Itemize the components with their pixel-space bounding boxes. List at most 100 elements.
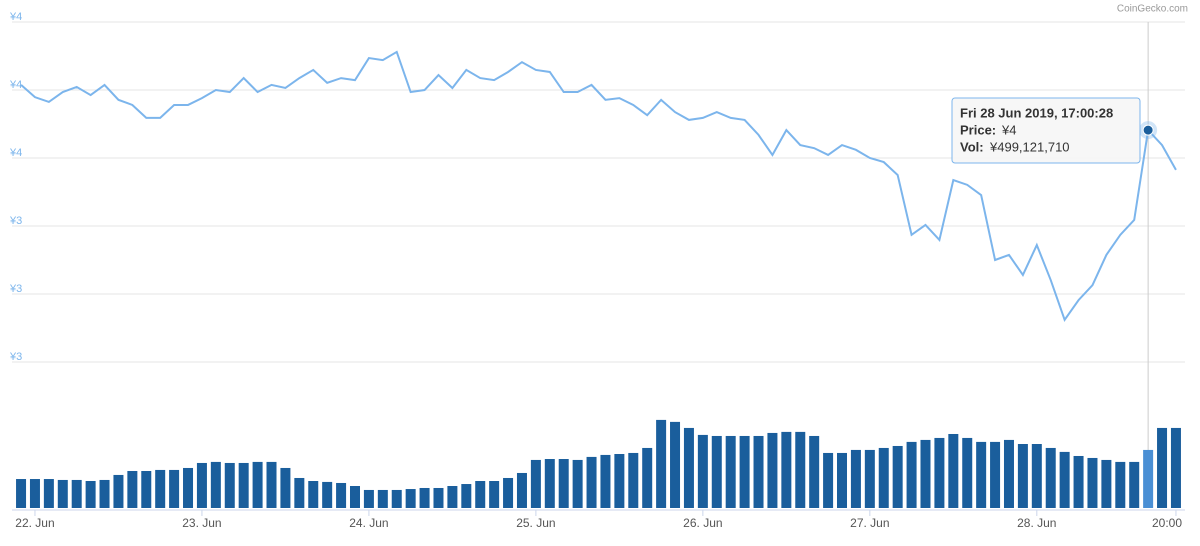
volume-bar (614, 454, 625, 508)
volume-bar (127, 470, 138, 508)
volume-bar (1017, 444, 1028, 508)
x-tick-label: 24. Jun (349, 516, 388, 530)
volume-bar (725, 435, 736, 508)
price-line (20, 50, 1177, 323)
tooltip: Fri 28 Jun 2019, 17:00:28 Price: ¥4 Vol: ¥49… (951, 97, 1141, 164)
volume-bar (461, 484, 472, 508)
volume-bar (642, 447, 653, 508)
volume-bar (600, 454, 611, 508)
volume-bar (155, 469, 166, 508)
volume-bar (336, 482, 347, 508)
tooltip-vol-label: Vol: (960, 139, 984, 154)
volume-bar (16, 479, 27, 508)
volume-bar (586, 456, 597, 508)
tooltip-date: Fri 28 Jun 2019, 17:00:28 (960, 105, 1113, 120)
volume-bar (781, 431, 792, 508)
volume-bar (990, 441, 1001, 508)
volume-bar (823, 452, 834, 508)
volume-bar (1101, 459, 1112, 508)
volume-bar (363, 489, 374, 508)
y-tick-label: ¥4 (9, 79, 22, 91)
volume-bar (697, 434, 708, 508)
volume-bar (1157, 427, 1168, 508)
volume-bar (948, 433, 959, 508)
volume-bar (920, 439, 931, 508)
volume-bar (113, 474, 124, 508)
volume-bar (628, 452, 639, 508)
x-tick-label: 23. Jun (182, 516, 221, 530)
volume-bar (308, 481, 319, 508)
volume-bar (43, 479, 54, 508)
volume-bar (349, 486, 360, 508)
volume-bar (1045, 447, 1056, 508)
volume-bar (906, 441, 917, 508)
volume-bar (739, 435, 750, 508)
volume-bar (656, 419, 667, 508)
volume-bar (530, 459, 541, 508)
y-tick-label: ¥4 (9, 147, 22, 159)
credit: CoinGecko.com (1117, 4, 1188, 15)
volume-bar (503, 477, 514, 508)
volume-bar (266, 461, 277, 508)
volume-bar (433, 487, 444, 508)
volume-bar (99, 479, 110, 508)
volume-bar (753, 435, 764, 508)
volume-bar (767, 432, 778, 508)
volume-bar (837, 452, 848, 508)
volume-bar (962, 437, 973, 508)
volume-bar (572, 459, 583, 508)
y-tick-label: ¥4 (9, 11, 22, 23)
volume-bar (238, 462, 249, 508)
volume-bar (183, 467, 194, 508)
volume-bar (670, 421, 681, 508)
volume-bar (1129, 461, 1140, 508)
x-tick-label: 25. Jun (516, 516, 555, 530)
volume-bar (1073, 455, 1084, 508)
volume-bar (795, 431, 806, 508)
volume-bar (447, 486, 458, 508)
volume-bar (29, 479, 40, 508)
volume-bar (892, 445, 903, 508)
tooltip-box (951, 97, 1141, 164)
volume-bar (419, 487, 430, 508)
volume-bar (1170, 427, 1181, 508)
volume-bar (294, 477, 305, 508)
volume-bar (864, 449, 875, 508)
volume-bar (280, 467, 291, 508)
volume-bar (934, 437, 945, 508)
tooltip-price-label: Price: (960, 122, 996, 137)
volume-bar (377, 489, 388, 508)
x-tick-label: 28. Jun (1017, 516, 1056, 530)
volume-bar (809, 435, 820, 508)
volume-bar (558, 459, 569, 508)
volume-bar (544, 459, 555, 508)
volume-bar (711, 435, 722, 508)
volume-bar (252, 461, 263, 508)
y-tick-label: ¥3 (9, 283, 22, 295)
volume-bar (391, 489, 402, 508)
tooltip-price: ¥4 (1001, 122, 1016, 137)
x-tick-label: 22. Jun (15, 516, 54, 530)
volume-bar (683, 427, 694, 508)
hover-point (1142, 124, 1154, 136)
volume-bar (405, 489, 416, 508)
volume-bar (489, 481, 500, 508)
volume-bar (169, 469, 180, 508)
x-tick-label: 26. Jun (683, 516, 722, 530)
volume-bar (516, 472, 527, 508)
volume-bar (878, 447, 889, 508)
volume-bar (976, 441, 987, 508)
volume-bar (141, 470, 152, 508)
y-tick-label: ¥3 (9, 215, 22, 227)
y-tick-label: ¥3 (9, 351, 22, 363)
x-tick-label: 27. Jun (850, 516, 889, 530)
volume-bar (1003, 439, 1014, 508)
volume-bar (210, 461, 221, 508)
volume-bar (322, 481, 333, 508)
volume-bar (1031, 444, 1042, 508)
volume-bar (1059, 451, 1070, 508)
volume-bar (196, 462, 207, 508)
volume-bar (1143, 449, 1154, 508)
volume-bar (71, 479, 82, 508)
